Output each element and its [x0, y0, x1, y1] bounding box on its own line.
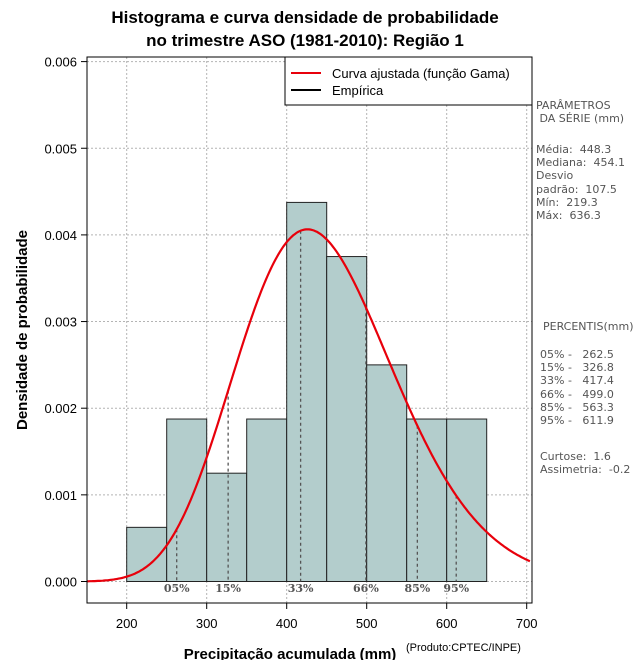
y-tick-label: 0.003: [44, 315, 77, 330]
legend-box: [284, 56, 533, 106]
credit-label: (Produto:CPTEC/INPE): [406, 642, 521, 654]
x-axis-label: Precipitação acumulada (mm): [184, 646, 397, 660]
histogram-bar: [366, 364, 408, 582]
x-tick-label: 500: [356, 616, 378, 631]
percentile-marker-label: 05%: [164, 582, 190, 595]
y-tick-label: 0.005: [44, 141, 77, 156]
fit-curve-layer: [86, 228, 531, 583]
histogram-bar: [326, 256, 368, 582]
percentis-body: 05% - 262.5 15% - 326.8 33% - 417.4 66% …: [540, 348, 614, 428]
legend: Curva ajustada (função Gama) Empírica: [284, 56, 533, 106]
chart-title-line2: no trimestre ASO (1981-2010): Região 1: [146, 31, 464, 50]
x-tick-label: 600: [436, 616, 458, 631]
legend-fit-label: Curva ajustada (função Gama): [332, 66, 510, 81]
percentile-marker-label: 33%: [288, 582, 314, 595]
histogram-bar: [246, 418, 288, 582]
stats-extra-body: Curtose: 1.6 Assimetria: -0.2: [540, 450, 631, 477]
x-tick-label: 200: [116, 616, 138, 631]
params-body: Média: 448.3 Mediana: 454.1 Desvio padrã…: [536, 143, 625, 223]
y-axis-label: Densidade de probabilidade: [14, 230, 31, 430]
params-title: PARÂMETROS DA SÉRIE (mm): [536, 99, 625, 126]
bars-layer: [126, 201, 488, 582]
y-tick-label: 0.000: [44, 575, 77, 590]
histogram-bar: [166, 418, 208, 582]
percentile-markers: 05% 15% 33% 66% 85% 95%: [164, 230, 470, 595]
x-tick-label: 700: [516, 616, 538, 631]
legend-empirical-label: Empírica: [332, 83, 384, 98]
y-tick-label: 0.006: [44, 55, 77, 70]
percentile-marker-label: 66%: [353, 582, 379, 595]
percentile-marker-label: 95%: [443, 582, 469, 595]
histogram-bar: [286, 201, 328, 582]
y-tick-label: 0.004: [44, 228, 77, 243]
axes-layer: 200 300 400 500 600 700 0.000 0.001 0.002 0.003 0.…: [44, 55, 537, 631]
x-tick-label: 400: [276, 616, 298, 631]
histogram-bar: [446, 418, 488, 582]
percentile-marker-label: 85%: [404, 582, 430, 595]
chart-title-line1: Histograma e curva densidade de probabil…: [111, 8, 499, 27]
y-tick-label: 0.001: [44, 488, 77, 503]
y-tick-label: 0.002: [44, 401, 77, 416]
histogram-bar: [206, 472, 248, 582]
fit-curve-line: [86, 228, 531, 583]
percentis-title: PERCENTIS(mm): [543, 320, 634, 333]
percentile-marker-label: 15%: [215, 582, 241, 595]
x-tick-label: 300: [196, 616, 218, 631]
